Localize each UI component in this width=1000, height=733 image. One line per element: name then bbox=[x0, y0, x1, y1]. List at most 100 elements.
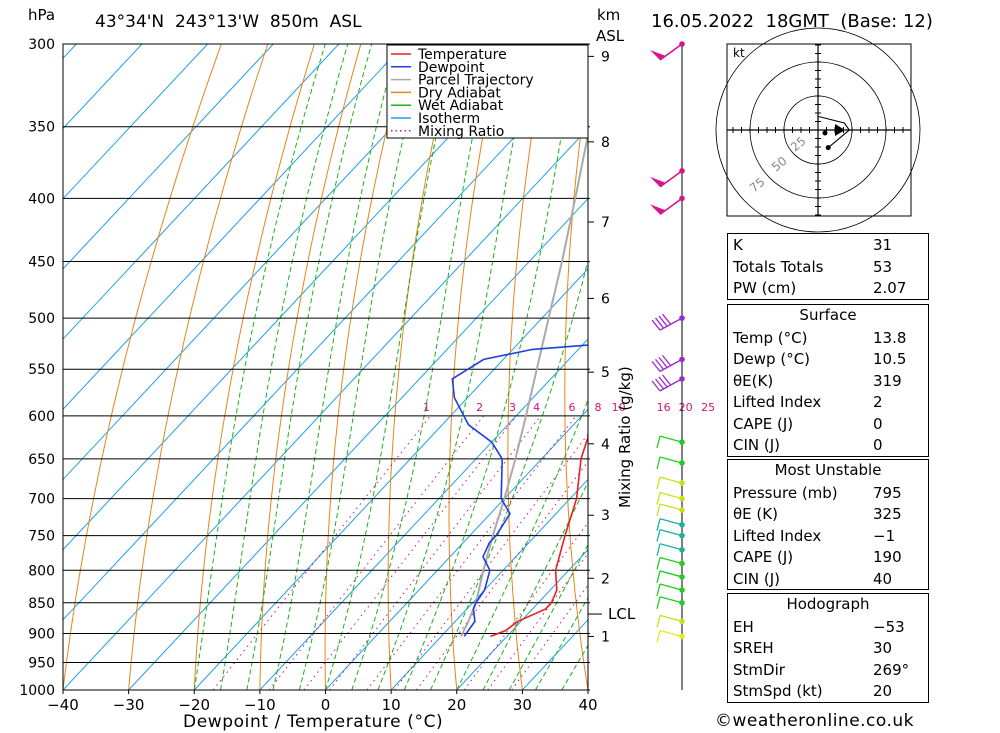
wind-barb-feather bbox=[658, 356, 668, 368]
wind-barb bbox=[656, 491, 685, 505]
wind-barb-shaft bbox=[659, 518, 683, 526]
hodograph-label: EH bbox=[733, 617, 754, 636]
most-unstable-label: CAPE (J) bbox=[733, 548, 794, 566]
isotherm-line bbox=[63, 57, 588, 621]
legend-label: Dewpoint bbox=[418, 60, 485, 76]
temperature-tick-label: 10 bbox=[382, 696, 401, 714]
wind-barb-feather bbox=[656, 570, 661, 584]
isotherm-line bbox=[63, 44, 537, 551]
dry-adiabat-line bbox=[63, 44, 222, 690]
most-unstable-value: 190 bbox=[873, 548, 902, 566]
surface-label: Lifted Index bbox=[733, 393, 822, 411]
temperature-tick-label: 30 bbox=[513, 696, 532, 714]
wind-barb-feather bbox=[654, 317, 665, 329]
wet-adiabat-line bbox=[220, 44, 349, 690]
wet-adiabat-line bbox=[456, 398, 588, 690]
temperature-tick-label: −40 bbox=[47, 696, 79, 714]
temperature-tick-label: 40 bbox=[578, 696, 597, 714]
pressure-tick-label: 700 bbox=[28, 492, 55, 508]
mixing-ratio-tick-label: 25 bbox=[701, 401, 715, 414]
km-tick-label: 1 bbox=[601, 629, 610, 645]
wind-barb-feather bbox=[654, 378, 665, 390]
wind-barb-feather bbox=[661, 354, 672, 366]
pressure-tick-label: 500 bbox=[28, 311, 55, 327]
surface-row: Lifted Index 2 bbox=[728, 391, 928, 413]
wind-barb-shaft bbox=[659, 358, 683, 372]
hodograph-row: StmDir 269° bbox=[728, 659, 928, 681]
most-unstable-label: Pressure (mb) bbox=[733, 483, 838, 502]
datetime-title: 16.05.2022 18GMT (Base: 12) bbox=[651, 11, 933, 32]
wind-barb-shaft bbox=[659, 503, 683, 511]
isotherm-line bbox=[456, 548, 588, 690]
most-unstable-value: −1 bbox=[873, 526, 896, 545]
wind-barb-feather bbox=[656, 518, 661, 531]
wind-barb-shaft bbox=[659, 529, 683, 537]
legend-label: Temperature bbox=[417, 47, 507, 63]
index-row-k: K 31 bbox=[728, 234, 928, 256]
legend-box bbox=[386, 44, 589, 139]
hodograph-value: 20 bbox=[873, 682, 893, 700]
wind-barb bbox=[656, 629, 685, 643]
legend-label: Wet Adiabat bbox=[418, 98, 504, 114]
lcl-label: LCL bbox=[608, 605, 636, 623]
legend-label: Parcel Trajectory bbox=[418, 73, 534, 89]
location-title: 43°34'N 243°13'W 850m ASL bbox=[95, 12, 362, 32]
mixing-ratio-line bbox=[303, 415, 517, 690]
wind-barb-shaft bbox=[659, 570, 683, 578]
surface-row: CIN (J) 0 bbox=[728, 434, 928, 456]
wet-adiabat-line bbox=[298, 44, 426, 690]
dry-adiabat-line bbox=[387, 44, 455, 690]
wind-barb-feather bbox=[651, 380, 661, 392]
km-tick-label: 7 bbox=[601, 215, 610, 231]
most-unstable-label: Lifted Index bbox=[733, 526, 822, 545]
temperature-tick-label: −10 bbox=[244, 696, 276, 714]
wind-barbs bbox=[650, 41, 685, 690]
wind-barb-shaft bbox=[659, 543, 683, 551]
indices-table: K 31 Totals Totals 53 PW (cm) 2.07 bbox=[727, 233, 929, 300]
dry-adiabat-line bbox=[448, 44, 501, 690]
wind-barb-feather bbox=[651, 360, 661, 372]
isotherm-line bbox=[63, 44, 274, 270]
isotherm-line bbox=[63, 127, 588, 690]
wind-barb-shaft bbox=[659, 476, 683, 484]
wind-barb-feather bbox=[658, 376, 668, 388]
wind-barb-pennant bbox=[650, 50, 666, 60]
hodograph-value: 269° bbox=[873, 660, 910, 679]
index-row-totals: Totals Totals 53 bbox=[728, 256, 928, 278]
km-tick-label: 2 bbox=[601, 571, 610, 587]
most-unstable-value: 325 bbox=[873, 505, 902, 523]
legend-label: Mixing Ratio bbox=[418, 124, 504, 140]
wind-barb-shaft bbox=[659, 583, 683, 591]
dry-adiabat-line bbox=[324, 44, 408, 690]
mixing-ratio-line bbox=[268, 415, 484, 690]
hodograph-value: −53 bbox=[873, 617, 905, 636]
most-unstable-table: Most Unstable Pressure (mb) 795 θE (K) 325… bbox=[727, 459, 929, 590]
hodograph-end-point bbox=[825, 145, 831, 151]
wind-barb-shaft bbox=[659, 491, 683, 500]
wind-barb bbox=[651, 354, 685, 372]
wind-barb-feather bbox=[656, 583, 661, 597]
index-label: PW (cm) bbox=[733, 279, 797, 297]
wind-barb bbox=[651, 374, 685, 392]
wind-barb bbox=[656, 529, 685, 542]
wind-barb-feather bbox=[656, 630, 661, 643]
isotherm-line bbox=[63, 44, 471, 481]
wet-adiabat-line bbox=[246, 44, 373, 690]
isotherm-line bbox=[63, 44, 143, 130]
most-unstable-row: Lifted Index −1 bbox=[728, 525, 928, 547]
wet-adiabat-line bbox=[508, 543, 588, 690]
storm-motion-marker bbox=[835, 124, 845, 136]
temperature-tick-label: −20 bbox=[178, 696, 210, 714]
wind-barb-shaft bbox=[659, 556, 683, 565]
credit-link[interactable]: ©weatheronline.co.uk bbox=[715, 711, 915, 731]
wind-barb-dot bbox=[679, 495, 685, 502]
wind-barb-dot bbox=[679, 480, 685, 486]
pressure-tick-label: 450 bbox=[28, 255, 55, 271]
most-unstable-title: Most Unstable bbox=[774, 461, 882, 479]
temperature-line bbox=[490, 434, 588, 638]
isotherm-line bbox=[63, 44, 340, 340]
isotherm-line bbox=[259, 338, 588, 690]
pressure-tick-label: 350 bbox=[28, 120, 55, 136]
isotherm-line bbox=[63, 44, 209, 200]
